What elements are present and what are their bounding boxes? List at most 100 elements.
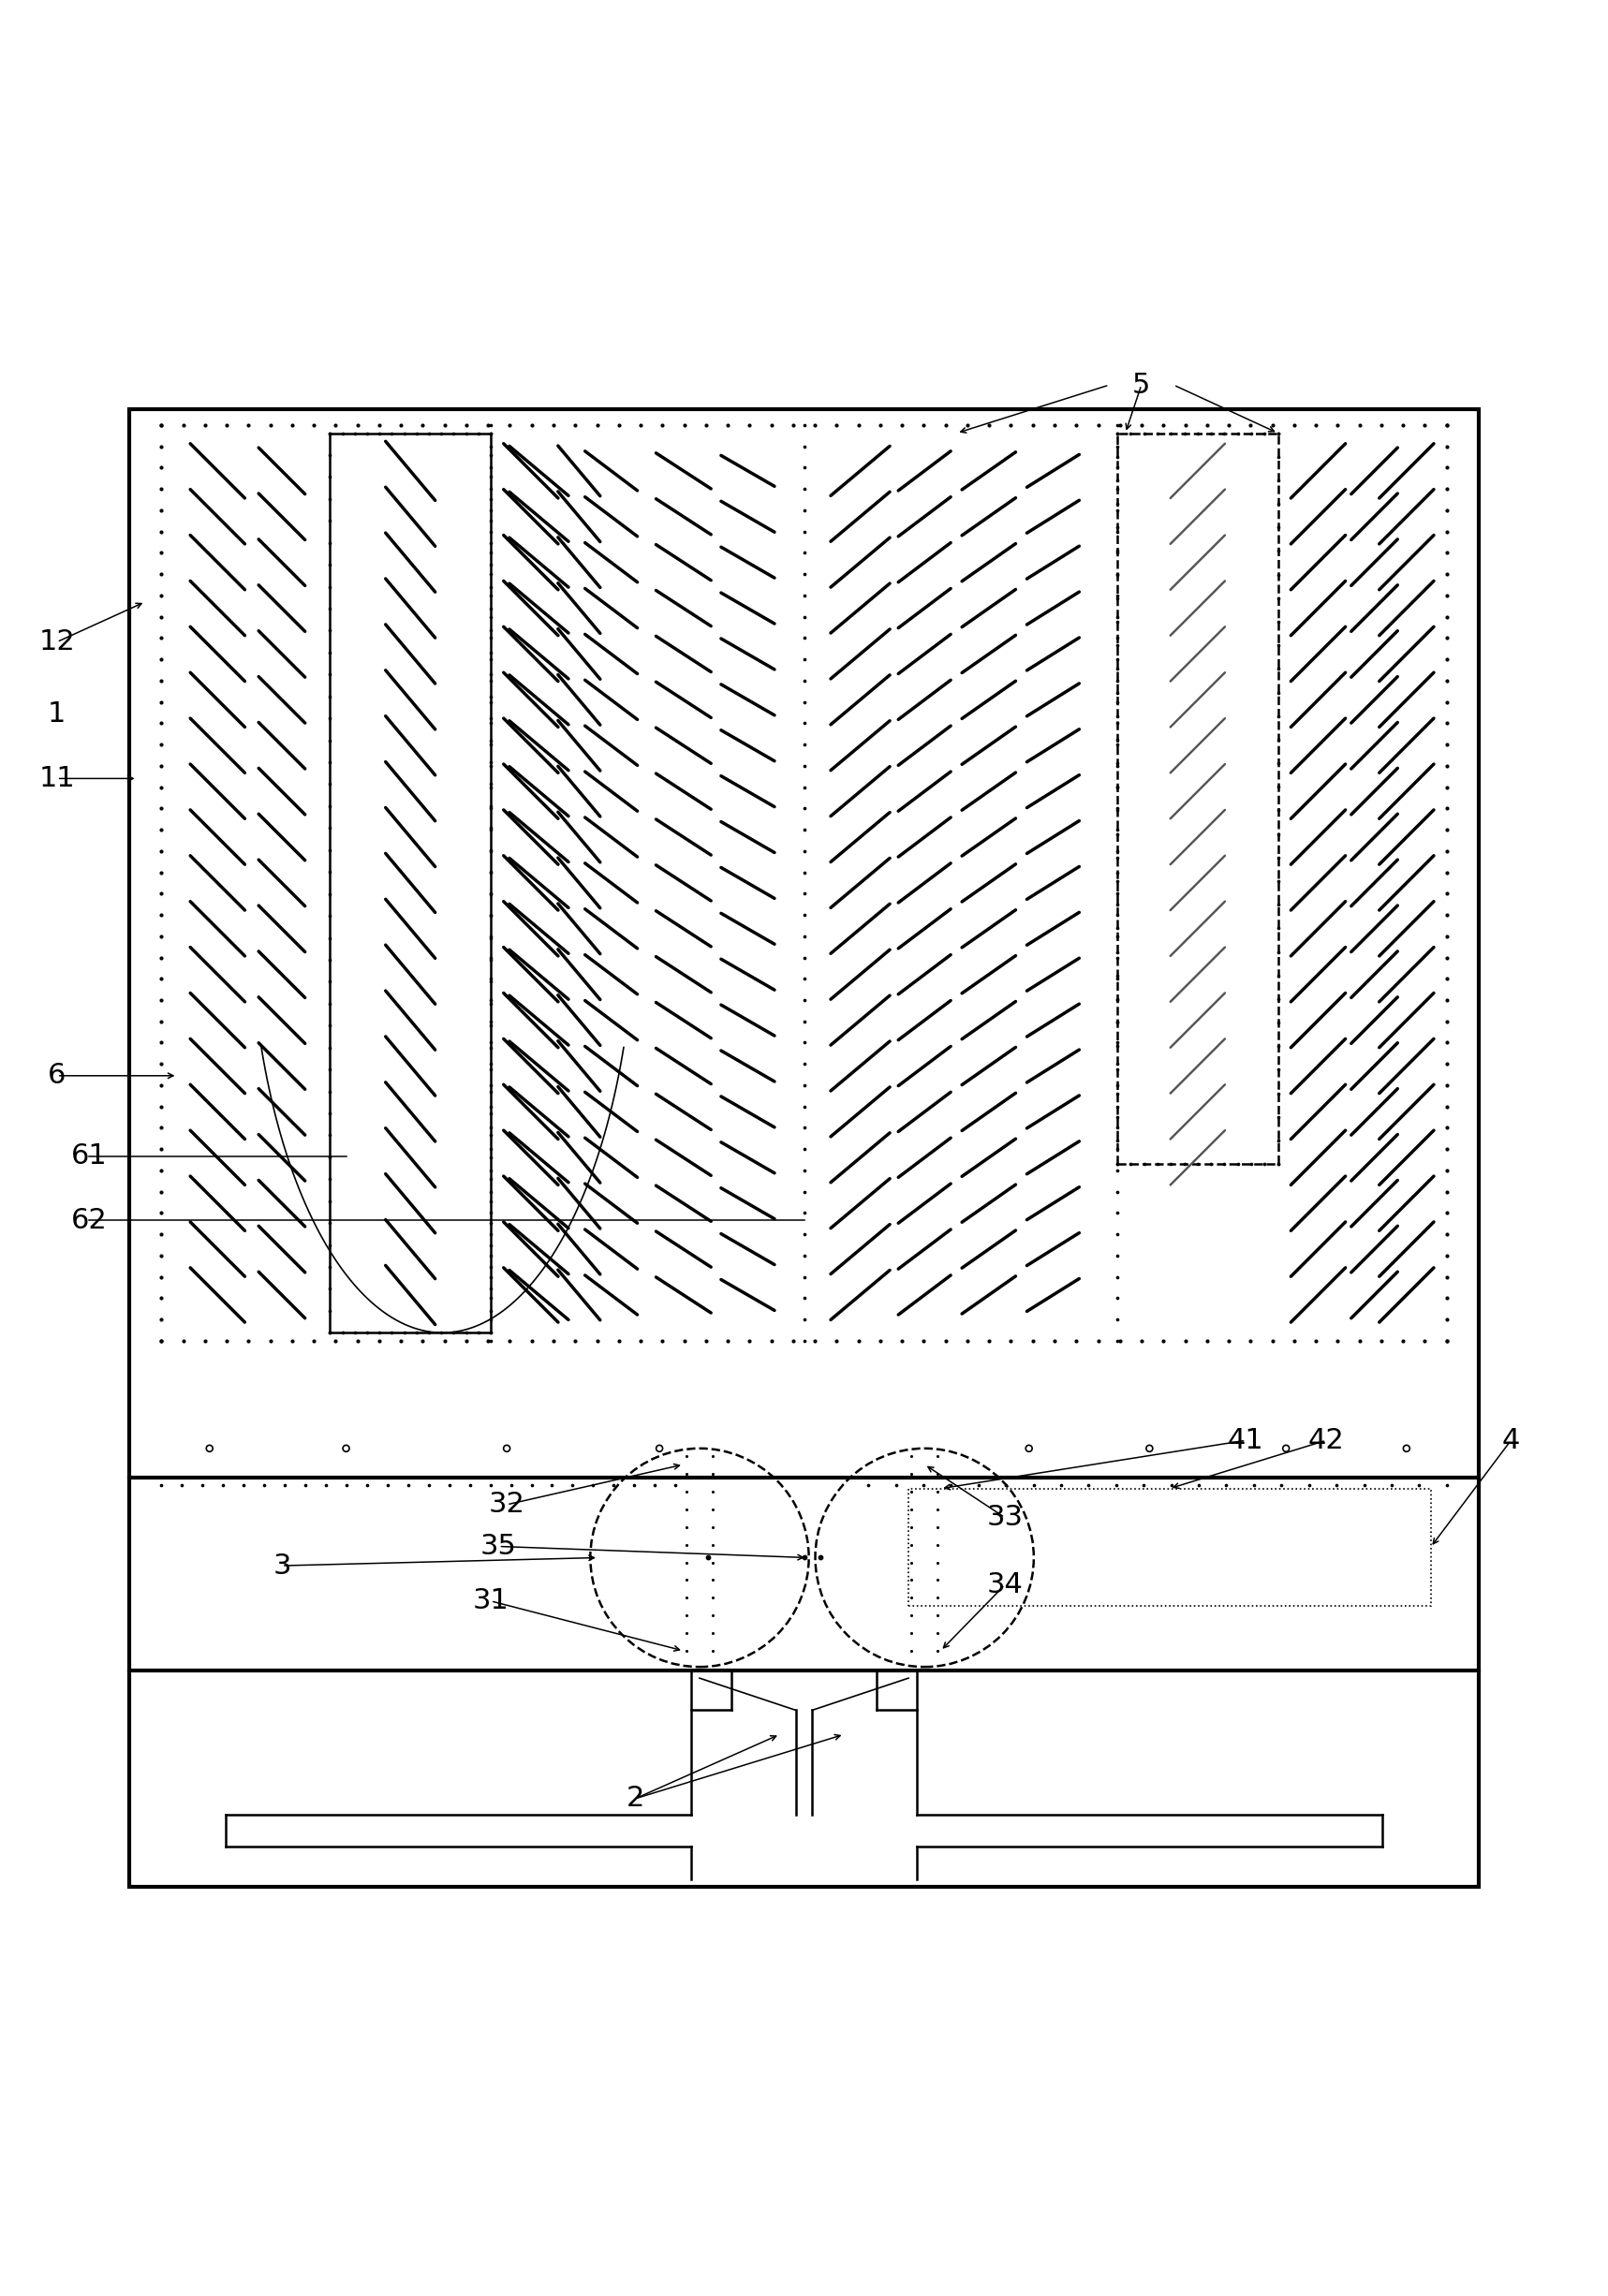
Point [148, 427, 174, 464]
Point [333, 1467, 359, 1504]
Point [937, 1467, 963, 1504]
Point [791, 1130, 817, 1166]
Point [1434, 620, 1460, 657]
Point [478, 1205, 503, 1242]
Point [148, 406, 174, 443]
Point [780, 406, 806, 443]
Point [317, 1182, 343, 1219]
Point [1105, 1088, 1130, 1125]
Point [1105, 604, 1130, 641]
Point [1434, 875, 1460, 912]
Point [478, 895, 503, 932]
Point [478, 898, 503, 934]
Point [560, 1467, 585, 1504]
Point [148, 1238, 174, 1274]
Point [1434, 790, 1460, 827]
Point [1118, 416, 1143, 452]
Point [1265, 1123, 1291, 1159]
Point [416, 1467, 442, 1504]
Point [925, 1456, 950, 1492]
Point [1434, 406, 1460, 443]
Point [317, 810, 343, 847]
Point [791, 1194, 817, 1231]
Point [1434, 491, 1460, 528]
Point [478, 1162, 503, 1199]
Point [791, 748, 817, 785]
Point [1238, 416, 1264, 452]
Point [478, 744, 503, 781]
Point [925, 1632, 950, 1669]
Point [791, 620, 817, 657]
Point [1434, 983, 1460, 1019]
Point [344, 406, 370, 443]
Point [1195, 406, 1220, 443]
Point [478, 788, 503, 824]
Point [1105, 416, 1130, 452]
Point [1185, 1146, 1211, 1182]
Point [317, 1270, 343, 1306]
Point [791, 1322, 817, 1359]
Point [148, 810, 174, 847]
Point [317, 590, 343, 627]
Point [1434, 1088, 1460, 1125]
Point [1282, 406, 1307, 443]
Point [317, 1162, 343, 1199]
Point [478, 416, 503, 452]
Point [196, 1430, 222, 1467]
Point [280, 1322, 306, 1359]
Point [791, 726, 817, 762]
Point [519, 1467, 545, 1504]
Point [699, 1614, 725, 1651]
Point [478, 661, 503, 698]
Point [148, 875, 174, 912]
Point [1105, 769, 1130, 806]
Point [148, 1024, 174, 1061]
Point [148, 1045, 174, 1081]
Point [912, 406, 937, 443]
Point [343, 416, 368, 452]
Point [1105, 627, 1130, 664]
Point [478, 1226, 503, 1263]
Point [1265, 838, 1291, 875]
Point [1346, 1322, 1372, 1359]
Point [699, 1437, 725, 1474]
Point [431, 406, 457, 443]
Point [317, 569, 343, 606]
Point [650, 406, 675, 443]
Point [955, 1322, 981, 1359]
Point [317, 964, 343, 1001]
Point [1434, 1467, 1460, 1504]
Point [317, 503, 343, 540]
Point [148, 1153, 174, 1189]
Point [317, 1116, 343, 1153]
Point [478, 503, 503, 540]
Point [699, 1580, 725, 1616]
Point [791, 661, 817, 698]
Point [1105, 744, 1130, 781]
Point [457, 1467, 482, 1504]
Point [1216, 1322, 1241, 1359]
Point [699, 1474, 725, 1511]
Point [404, 1313, 429, 1350]
Point [391, 1313, 416, 1350]
Point [699, 1527, 725, 1564]
Point [323, 1322, 349, 1359]
Point [375, 1467, 400, 1504]
Point [1265, 886, 1291, 923]
Point [476, 1322, 502, 1359]
Point [1434, 1024, 1460, 1061]
Point [333, 1430, 359, 1467]
Point [674, 1632, 699, 1669]
Point [436, 1467, 461, 1504]
Point [410, 1322, 436, 1359]
Point [148, 1217, 174, 1254]
Point [846, 1322, 872, 1359]
Point [391, 416, 416, 452]
Point [1105, 983, 1130, 1019]
Point [1048, 1467, 1074, 1504]
Point [478, 1088, 503, 1125]
Point [606, 1322, 632, 1359]
Point [699, 1545, 725, 1582]
Point [410, 406, 436, 443]
Point [317, 657, 343, 693]
